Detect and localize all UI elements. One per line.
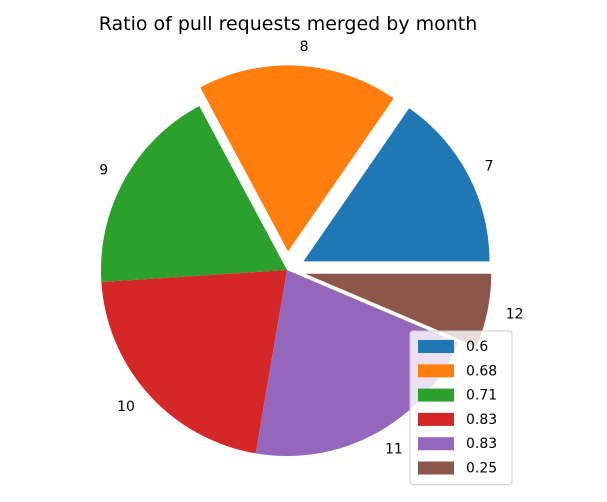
pie-slice-8 xyxy=(200,65,394,252)
legend-swatch-8 xyxy=(418,364,454,378)
pie-slice-10 xyxy=(101,270,288,454)
slice-labels: 7 8 9 10 11 12 xyxy=(99,39,523,457)
legend-swatch-10 xyxy=(418,412,454,426)
legend-label-8: 0.68 xyxy=(466,363,497,379)
pie-slice-11 xyxy=(255,270,459,456)
pie-slices xyxy=(100,65,492,456)
slice-label-12: 12 xyxy=(506,307,524,323)
legend-swatch-7 xyxy=(418,340,454,353)
legend-swatch-11 xyxy=(418,437,454,451)
legend-swatch-12 xyxy=(418,461,454,475)
legend-label-10: 0.83 xyxy=(466,412,497,428)
slice-label-9: 9 xyxy=(99,163,108,179)
pie-slice-7 xyxy=(303,108,490,262)
legend-label-7: 0.6 xyxy=(466,339,488,355)
slice-label-10: 10 xyxy=(117,399,135,415)
pie-slice-12 xyxy=(305,273,492,347)
legend-label-9: 0.71 xyxy=(466,388,497,404)
legend-swatch-9 xyxy=(418,388,454,402)
legend-label-11: 0.83 xyxy=(466,436,497,452)
slice-label-7: 7 xyxy=(485,158,494,174)
slice-label-11: 11 xyxy=(385,442,403,458)
legend: 0.6 0.68 0.71 0.83 0.83 0.25 xyxy=(409,330,513,486)
legend-label-12: 0.25 xyxy=(466,461,497,477)
slice-label-8: 8 xyxy=(300,39,309,55)
chart-title: Ratio of pull requests merged by month xyxy=(99,13,478,35)
pie-slice-9 xyxy=(100,106,287,282)
